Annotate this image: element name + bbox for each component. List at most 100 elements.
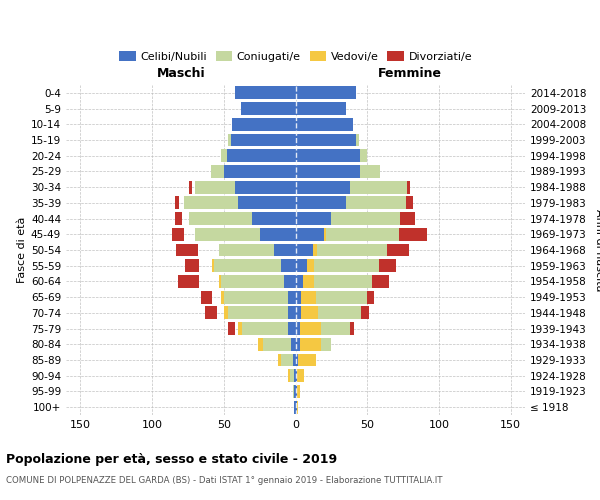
Bar bbox=[242, 322, 289, 335]
Bar bbox=[211, 165, 224, 178]
Bar bbox=[293, 385, 294, 398]
Bar bbox=[178, 275, 199, 288]
Bar bbox=[289, 370, 290, 382]
Legend: Celibi/Nubili, Coniugati/e, Vedovi/e, Divorziati/e: Celibi/Nubili, Coniugati/e, Vedovi/e, Di… bbox=[115, 46, 476, 66]
Bar bbox=[361, 306, 368, 320]
Bar bbox=[190, 180, 192, 194]
Bar bbox=[220, 244, 274, 256]
Bar bbox=[371, 275, 389, 288]
Bar bbox=[324, 228, 326, 240]
Y-axis label: Fasce di età: Fasce di età bbox=[17, 217, 27, 283]
Bar bbox=[399, 228, 427, 240]
Bar bbox=[281, 354, 293, 366]
Bar bbox=[212, 260, 214, 272]
Bar bbox=[379, 260, 396, 272]
Bar bbox=[228, 322, 235, 335]
Bar bbox=[300, 322, 350, 335]
Bar bbox=[195, 180, 235, 194]
Bar bbox=[185, 260, 199, 272]
Bar bbox=[350, 322, 355, 335]
Bar bbox=[221, 150, 227, 162]
Bar bbox=[296, 306, 301, 320]
Bar bbox=[227, 150, 296, 162]
Bar bbox=[296, 150, 360, 162]
Bar bbox=[221, 290, 224, 304]
Bar bbox=[296, 260, 307, 272]
Bar bbox=[297, 370, 304, 382]
Bar bbox=[307, 260, 379, 272]
Bar bbox=[284, 275, 296, 288]
Bar bbox=[278, 354, 281, 366]
Bar bbox=[291, 338, 296, 350]
Bar bbox=[296, 102, 346, 115]
Bar bbox=[290, 370, 294, 382]
Bar bbox=[175, 196, 179, 209]
Bar bbox=[221, 275, 284, 288]
Bar bbox=[360, 165, 380, 178]
Bar bbox=[190, 212, 253, 225]
Bar bbox=[296, 196, 346, 209]
Bar bbox=[307, 260, 314, 272]
Bar bbox=[263, 338, 291, 350]
Bar bbox=[297, 385, 300, 398]
Bar bbox=[300, 322, 322, 335]
Bar bbox=[302, 275, 314, 288]
Bar bbox=[297, 370, 304, 382]
Bar bbox=[296, 338, 300, 350]
Bar bbox=[201, 290, 212, 304]
Bar bbox=[324, 228, 399, 240]
Bar bbox=[298, 354, 316, 366]
Bar bbox=[294, 400, 296, 413]
Bar bbox=[289, 306, 296, 320]
Bar bbox=[235, 180, 296, 194]
Bar bbox=[296, 134, 356, 146]
Bar bbox=[301, 290, 367, 304]
Bar bbox=[302, 275, 371, 288]
Bar bbox=[235, 86, 296, 100]
Bar bbox=[205, 306, 217, 320]
Bar bbox=[296, 290, 301, 304]
Bar bbox=[294, 385, 296, 398]
Bar bbox=[231, 134, 296, 146]
Bar bbox=[289, 290, 296, 304]
Bar bbox=[296, 228, 324, 240]
Bar bbox=[331, 212, 400, 225]
Bar bbox=[296, 275, 302, 288]
Bar bbox=[296, 212, 331, 225]
Bar bbox=[297, 400, 298, 413]
Bar bbox=[238, 322, 242, 335]
Bar bbox=[172, 228, 184, 240]
Bar bbox=[300, 338, 322, 350]
Bar bbox=[301, 306, 361, 320]
Bar bbox=[241, 102, 296, 115]
Bar bbox=[301, 306, 319, 320]
Bar bbox=[228, 306, 289, 320]
Bar bbox=[296, 118, 353, 130]
Bar bbox=[253, 212, 296, 225]
Bar bbox=[298, 354, 316, 366]
Bar bbox=[301, 290, 316, 304]
Bar bbox=[296, 354, 298, 366]
Bar bbox=[289, 322, 296, 335]
Bar bbox=[258, 338, 263, 350]
Bar bbox=[296, 400, 297, 413]
Bar bbox=[367, 290, 374, 304]
Bar bbox=[220, 275, 221, 288]
Bar bbox=[294, 370, 296, 382]
Bar bbox=[297, 385, 298, 398]
Text: Maschi: Maschi bbox=[157, 68, 205, 80]
Bar bbox=[388, 244, 409, 256]
Bar bbox=[300, 338, 331, 350]
Bar bbox=[176, 244, 198, 256]
Bar bbox=[224, 306, 228, 320]
Bar bbox=[184, 196, 238, 209]
Bar bbox=[281, 260, 296, 272]
Bar bbox=[224, 165, 296, 178]
Bar bbox=[224, 290, 289, 304]
Bar bbox=[296, 385, 297, 398]
Y-axis label: Anni di nascita: Anni di nascita bbox=[593, 209, 600, 291]
Bar bbox=[406, 196, 413, 209]
Bar bbox=[400, 212, 415, 225]
Bar bbox=[260, 228, 296, 240]
Bar bbox=[296, 165, 360, 178]
